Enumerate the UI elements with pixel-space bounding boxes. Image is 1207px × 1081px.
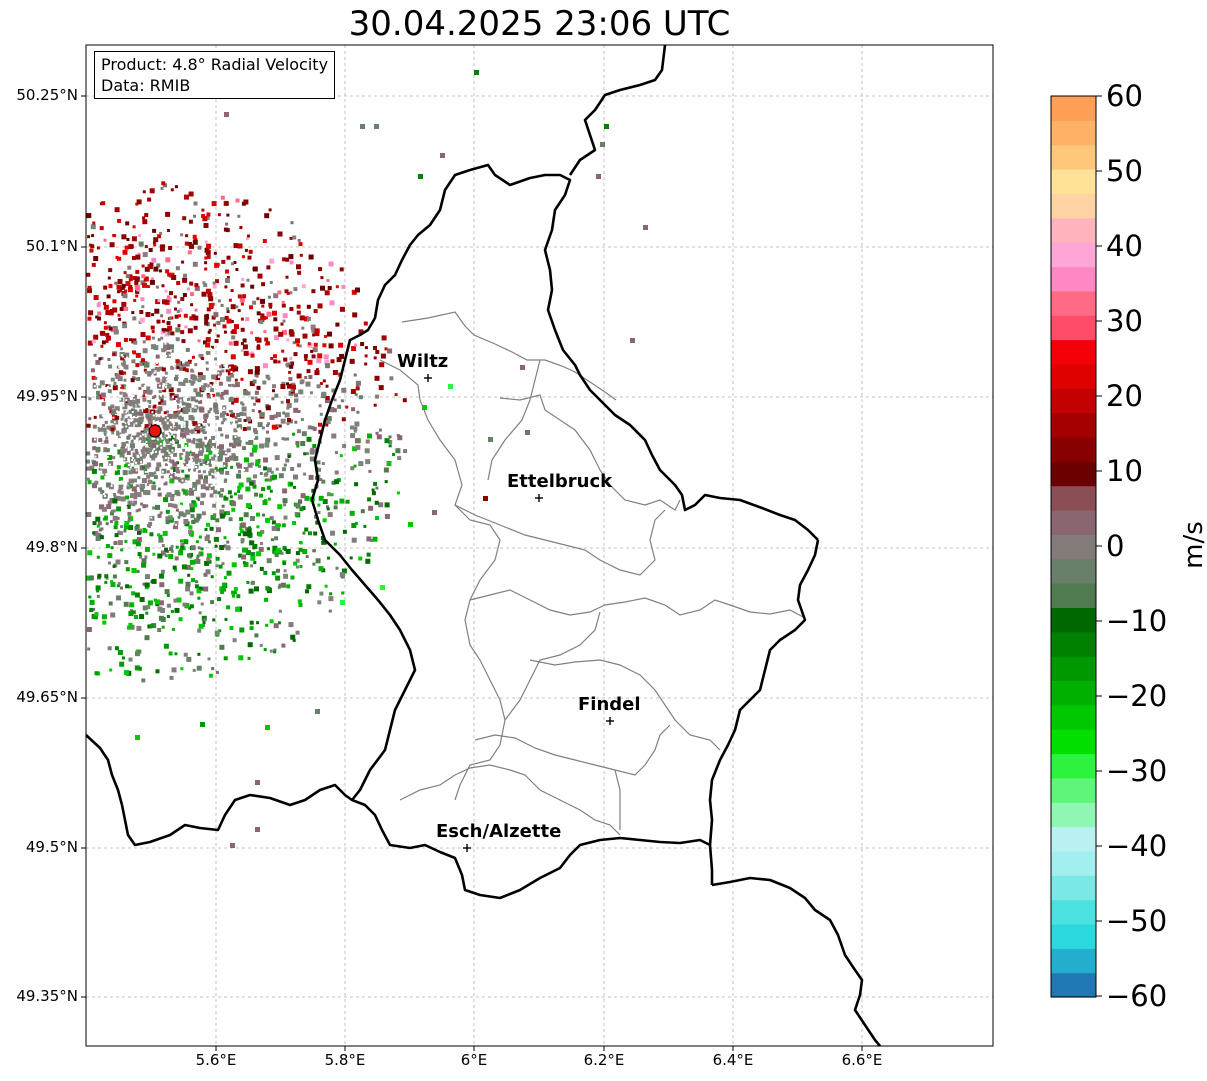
plot-frame [85, 44, 994, 1047]
colorbar-tick-label: 60 [1106, 79, 1143, 113]
colorbar-segment [1051, 290, 1096, 316]
colorbar-tick-label: 40 [1106, 229, 1143, 263]
colorbar-segment [1051, 558, 1096, 584]
colorbar-segment [1051, 948, 1096, 974]
colorbar-tick-label: 20 [1106, 379, 1143, 413]
city-markers [424, 374, 614, 852]
colorbar-segment [1051, 436, 1096, 462]
city-label-esch: Esch/Alzette [436, 821, 562, 842]
colorbar-tick-label: −20 [1106, 679, 1168, 713]
colorbar-ticks [1096, 95, 1102, 997]
lat-tick-label: 49.8°N [25, 538, 78, 556]
axis-ticks [81, 95, 863, 1051]
colorbar-segment [1051, 704, 1096, 730]
lon-tick-label: 5.8°E [324, 1051, 366, 1069]
colorbar-tick-label: 50 [1106, 154, 1143, 188]
colorbar-segment [1051, 169, 1096, 195]
colorbar-segment [1051, 144, 1096, 170]
colorbar-segment [1051, 193, 1096, 219]
colorbar-segment [1051, 680, 1096, 706]
colorbar-tick-label: −30 [1106, 754, 1168, 788]
lon-tick-label: 6.6°E [841, 1051, 883, 1069]
radar-site-marker [148, 424, 162, 438]
colorbar-segment [1051, 412, 1096, 438]
colorbar-segment [1051, 509, 1096, 535]
colorbar-tick-label: −50 [1106, 904, 1168, 938]
colorbar [1051, 96, 1096, 998]
lat-tick-label: 49.5°N [25, 838, 78, 856]
data-source-label: Data: RMIB [101, 76, 191, 95]
colorbar-segment [1051, 826, 1096, 852]
city-marker-findel [606, 717, 614, 725]
colorbar-segment [1051, 972, 1096, 998]
colorbar-tick-label: 0 [1106, 529, 1125, 563]
lon-tick-label: 5.6°E [195, 1051, 237, 1069]
colorbar-segment [1051, 583, 1096, 608]
colorbar-tick-label: 30 [1106, 304, 1143, 338]
colorbar-unit-label: m/s [1178, 521, 1207, 569]
colorbar-segment [1051, 388, 1096, 414]
colorbar-segment [1051, 96, 1096, 121]
colorbar-segment [1051, 875, 1096, 901]
product-info-box: Product: 4.8° Radial Velocity Data: RMIB [94, 51, 336, 99]
city-marker-wiltz [424, 374, 432, 382]
city-marker-esch [463, 844, 471, 852]
colorbar-segment [1051, 534, 1096, 560]
colorbar-segment [1051, 631, 1096, 657]
colorbar-segment [1051, 656, 1096, 682]
colorbar-tick-label: −10 [1106, 604, 1168, 638]
colorbar-segment [1051, 923, 1096, 949]
city-marker-ettelbruck [535, 494, 543, 502]
national-borders [85, 44, 881, 1047]
colorbar-segment [1051, 485, 1096, 511]
colorbar-segment [1051, 339, 1096, 365]
lat-tick-label: 50.1°N [25, 237, 78, 255]
lat-tick-label: 49.95°N [16, 387, 78, 405]
colorbar-segment [1051, 266, 1096, 292]
colorbar-segment [1051, 850, 1096, 876]
radar-echoes [86, 70, 648, 848]
city-label-ettelbruck: Ettelbruck [507, 471, 613, 492]
colorbar-segment [1051, 315, 1096, 341]
colorbar-segment [1051, 461, 1096, 487]
colorbar-segment [1051, 777, 1096, 803]
canton-borders [379, 311, 806, 836]
lon-tick-label: 6°E [460, 1051, 488, 1069]
colorbar-segment [1051, 120, 1096, 146]
city-label-findel: Findel [578, 694, 641, 715]
colorbar-segment [1051, 802, 1096, 828]
colorbar-segment [1051, 729, 1096, 755]
lon-tick-label: 6.2°E [583, 1051, 625, 1069]
colorbar-segment [1051, 607, 1096, 633]
lon-tick-label: 6.4°E [712, 1051, 754, 1069]
colorbar-segment [1051, 217, 1096, 243]
lat-tick-label: 50.25°N [16, 86, 78, 104]
colorbar-tick-label: 10 [1106, 454, 1143, 488]
colorbar-tick-label: −60 [1106, 979, 1168, 1013]
colorbar-segment [1051, 363, 1096, 389]
lat-tick-label: 49.35°N [16, 987, 78, 1005]
map-title: 30.04.2025 23:06 UTC [348, 4, 731, 44]
city-label-wiltz: Wiltz [397, 351, 449, 372]
colorbar-segment [1051, 242, 1096, 268]
lat-tick-label: 49.65°N [16, 688, 78, 706]
colorbar-segment [1051, 753, 1096, 779]
colorbar-segment [1051, 899, 1096, 925]
product-label: Product: 4.8° Radial Velocity [101, 55, 329, 74]
colorbar-tick-label: −40 [1106, 829, 1168, 863]
